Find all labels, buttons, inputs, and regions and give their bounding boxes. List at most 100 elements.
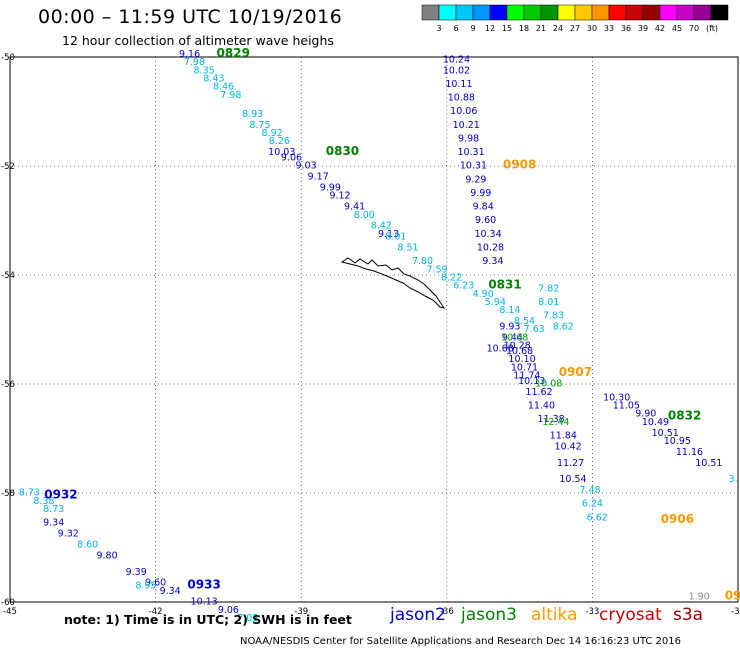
swh-value-jason2: 9.06 (281, 153, 302, 164)
swh-value-jason2: 10.68 (506, 346, 533, 357)
swh-value-jason2: 11.84 (550, 431, 577, 442)
swh-value-jason3: 12.44 (542, 417, 569, 428)
swh-value-jason2: 11.16 (676, 447, 703, 458)
colorbar-swatch (438, 4, 457, 21)
pass-label: 0906 (661, 512, 694, 526)
x-tick-label: -30 (731, 607, 740, 617)
colorbar-label: 30 (587, 24, 597, 33)
swh-value-jason2: 9.44 (502, 332, 523, 343)
swh-value-altika: 7.98 (220, 90, 241, 101)
legend-cryosat: cryosat (599, 605, 662, 625)
y-tick-label: -52 (1, 162, 15, 172)
swh-value-altika: 8.73 (19, 488, 40, 499)
swh-value-altika: 7.59 (427, 264, 448, 275)
x-tick-label: -45 (3, 607, 17, 617)
swh-value-jason2: 10.21 (453, 120, 480, 131)
legend-jason2: jason2 (390, 605, 446, 625)
swh-value-altika: 8.38 (33, 496, 54, 507)
swh-value-altika: 8.42 (371, 221, 392, 232)
x-tick-label: -36 (440, 607, 454, 617)
colorbar-swatch (557, 4, 576, 21)
colorbar-label: 21 (536, 24, 546, 33)
colorbar-swatch (608, 4, 627, 21)
swh-value-altika: 8.62 (553, 322, 574, 333)
y-tick-label: -60 (1, 598, 15, 608)
legend-s3a: s3a (673, 605, 704, 625)
pass-label: 0907 (559, 365, 592, 379)
swh-value-jason2: 10.06 (450, 106, 477, 117)
swh-value-jason2: 9.41 (344, 202, 365, 213)
swh-value-altika: 8.26 (269, 136, 290, 147)
footer-credit: NOAA/NESDIS Center for Satellite Applica… (240, 636, 682, 647)
swh-value-jason2: 10.28 (504, 341, 531, 352)
chart-title: 00:00 – 11:59 UTC 10/19/2016 (38, 6, 343, 28)
colorbar-label: 27 (570, 24, 580, 33)
swh-value-altika: 8.00 (354, 210, 375, 221)
swh-value-jason2: 9.06 (218, 605, 239, 616)
swh-value-jason2: 11.62 (525, 387, 552, 398)
swh-value-jason2: 11.38 (538, 414, 565, 425)
colorbar-unit: (ft) (706, 24, 718, 33)
colorbar-swatch (574, 4, 593, 21)
south-georgia-coastline (340, 257, 446, 309)
pass-label: 09 (725, 588, 740, 602)
swh-value-altika: 5.94 (485, 297, 506, 308)
swh-value-jason2: 10.34 (474, 229, 501, 240)
swh-value-jason2: 11.05 (613, 401, 640, 412)
swh-value-jason2: 9.39 (126, 567, 147, 578)
swh-value-jason2: 9.84 (473, 202, 494, 213)
colorbar-label: 36 (621, 24, 631, 33)
swh-value-s3a: 1.90 (689, 591, 710, 602)
swh-value-jason2: 10.51 (695, 458, 722, 469)
colorbar-swatch (693, 4, 712, 21)
swh-value-jason2: 9.99 (320, 183, 341, 194)
colorbar-label: 24 (553, 24, 563, 33)
legend-jason3: jason3 (461, 605, 517, 625)
pass-label: 0832 (668, 408, 701, 422)
swh-value-jason2: 10.49 (642, 417, 669, 428)
swh-value-jason2: 9.13 (378, 229, 399, 240)
colorbar-label: 70 (689, 24, 699, 33)
colorbar-swatch (540, 4, 559, 21)
swh-value-jason2: 9.34 (43, 518, 64, 529)
colorbar-label: 15 (502, 24, 512, 33)
swh-value-jason2: 9.99 (470, 188, 491, 199)
swh-value-jason3: 10.08 (535, 379, 562, 390)
swh-value-jason2: 10.51 (652, 428, 679, 439)
colorbar-swatch (472, 4, 491, 21)
colorbar-swatch (625, 4, 644, 21)
swh-value-altika: 7.83 (543, 311, 564, 322)
x-tick-label: -39 (294, 607, 308, 617)
swh-value-jason2: 9.34 (160, 586, 181, 597)
swh-value-altika: 8.35 (194, 65, 215, 76)
swh-value-jason2: 9.12 (329, 191, 350, 202)
swh-value-altika: 7.48 (579, 485, 600, 496)
colorbar-label: 9 (470, 24, 475, 33)
colorbar-label: 45 (672, 24, 682, 33)
pass-label: 0830 (326, 144, 359, 158)
swh-value-altika: 4.90 (473, 289, 494, 300)
swh-value-altika: 6.23 (453, 281, 474, 292)
swh-value-jason2: 10.30 (603, 392, 630, 403)
pass-label: 0829 (217, 46, 250, 60)
colorbar-label: 12 (485, 24, 495, 33)
swh-value-jason2: 10.68 (487, 343, 514, 354)
swh-value-altika: 8.54 (514, 316, 535, 327)
swh-value-altika: 7.05 (237, 613, 258, 624)
swh-value-jason2: 9.60 (475, 215, 496, 226)
colorbar-swatch (659, 4, 678, 21)
colorbar: 3 6 9 12 15 18 21 24 27 30 33 36 39 42 45 70 (ft) (421, 4, 729, 33)
swh-value-jason2: 11.74 (513, 371, 540, 382)
swh-value-jason3: 10.68 (501, 332, 528, 343)
swh-value-altika: 7.98 (184, 57, 205, 68)
colorbar-swatch (455, 4, 474, 21)
legend-altika: altika (531, 605, 578, 625)
swh-value-altika: 7.63 (524, 324, 545, 335)
swh-value-jason2: 10.28 (477, 242, 504, 253)
swh-value-jason2: 10.31 (457, 147, 484, 158)
swh-value-altika: 8.51 (397, 242, 418, 253)
swh-value-jason2: 9.93 (499, 322, 520, 333)
swh-value-jason2: 10.54 (559, 474, 586, 485)
swh-value-altika: 6.24 (582, 499, 603, 510)
